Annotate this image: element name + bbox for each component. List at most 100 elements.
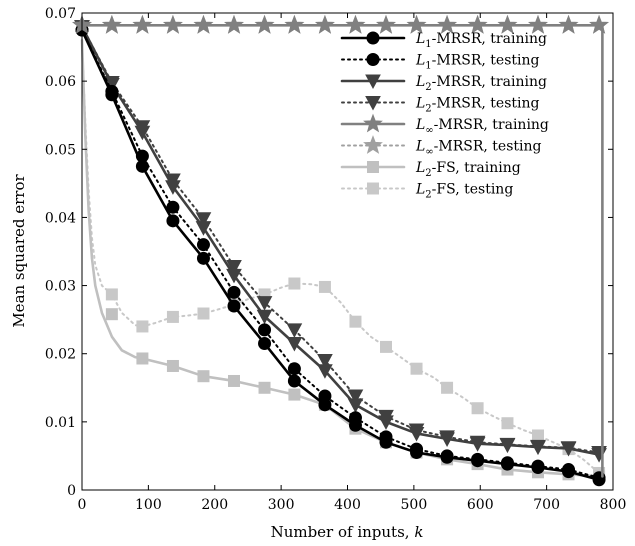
legend-label-rest: -FS, testing <box>432 182 514 198</box>
legend-marker <box>365 96 381 111</box>
x-tick-label: 600 <box>467 497 494 513</box>
legend-label-rest: -MRSR, testing <box>432 53 540 69</box>
data-point <box>258 381 271 394</box>
data-point <box>166 214 180 228</box>
legend-marker <box>366 53 380 66</box>
data-point <box>349 315 362 328</box>
legend-entry: L∞-MRSR, training <box>340 113 549 136</box>
data-point <box>408 426 425 442</box>
data-point <box>136 352 149 365</box>
legend-entry: L2-MRSR, testing <box>341 96 540 115</box>
x-tick-label: 0 <box>78 497 87 513</box>
x-axis-label-text: Number of inputs, <box>271 523 415 541</box>
data-point <box>441 381 454 394</box>
y-tick-label: 0.03 <box>45 279 76 295</box>
series-line <box>80 25 601 456</box>
legend-label-sub: 2 <box>425 82 431 93</box>
data-point <box>284 14 305 34</box>
data-point <box>318 398 332 412</box>
y-tick-label: 0.04 <box>45 210 76 226</box>
legend-label-base: L <box>415 31 425 47</box>
legend-label-sub: 1 <box>425 61 431 72</box>
legend-label-base: L <box>415 160 425 176</box>
data-point <box>197 307 210 320</box>
data-point <box>439 432 455 447</box>
x-axis-label-var: k <box>414 523 423 541</box>
data-point <box>166 310 179 323</box>
series-line <box>81 39 601 474</box>
data-point <box>165 180 181 195</box>
x-tick-label: 300 <box>268 497 295 513</box>
data-point <box>471 454 485 468</box>
data-point <box>406 14 427 34</box>
series-line <box>81 29 601 479</box>
legend-marker <box>366 31 380 45</box>
legend-marker <box>367 182 379 195</box>
legend-marker <box>365 74 381 90</box>
data-point <box>193 14 214 34</box>
data-point <box>258 336 272 350</box>
data-point <box>105 308 118 321</box>
data-point <box>197 370 210 383</box>
legend-label-rest: -MRSR, training <box>432 31 547 47</box>
data-point <box>560 441 577 457</box>
data-point <box>134 125 151 141</box>
data-point <box>562 465 576 479</box>
legend-label: L2-FS, training <box>415 160 521 179</box>
data-point <box>195 212 212 227</box>
data-point <box>378 415 394 430</box>
series-7 <box>81 39 606 479</box>
data-point <box>286 323 303 338</box>
legend-entry: L1-MRSR, testing <box>341 53 540 72</box>
data-point <box>227 285 241 299</box>
legend-label: L1-MRSR, training <box>415 31 547 50</box>
x-tick-label: 200 <box>201 497 228 513</box>
data-point <box>226 259 242 275</box>
legend-marker <box>363 113 383 133</box>
data-point <box>287 362 301 376</box>
data-point <box>410 446 424 460</box>
data-point <box>196 238 210 252</box>
data-point <box>348 418 362 432</box>
data-point <box>132 14 153 34</box>
data-point <box>531 461 545 475</box>
data-point <box>227 299 241 313</box>
x-axis-label: Number of inputs, k <box>271 523 424 541</box>
data-point <box>410 362 423 375</box>
data-point <box>318 280 331 293</box>
legend-label-rest: -FS, training <box>432 160 521 176</box>
x-tick-label: 500 <box>401 497 428 513</box>
data-point <box>376 14 396 34</box>
y-tick-label: 0 <box>67 483 76 499</box>
legend-entry: L2-FS, testing <box>341 182 514 201</box>
data-point <box>589 14 609 34</box>
legend-entry: L1-MRSR, training <box>340 31 547 50</box>
legend-marker <box>367 161 379 173</box>
data-point <box>528 14 548 34</box>
x-tick-label: 100 <box>135 497 162 513</box>
legend-label-sub: 2 <box>425 190 431 201</box>
data-point <box>345 14 366 34</box>
data-point <box>101 14 122 34</box>
legend-label-base: L <box>415 53 425 69</box>
data-point <box>437 14 457 34</box>
data-point <box>163 14 183 34</box>
series-4 <box>72 14 609 478</box>
legend-label: L2-MRSR, testing <box>415 96 540 115</box>
data-point <box>254 14 275 34</box>
legend-entry: L2-MRSR, training <box>340 74 547 93</box>
data-point <box>467 14 488 34</box>
data-point <box>440 450 454 464</box>
data-point <box>315 14 335 34</box>
data-point <box>105 288 118 301</box>
legend-label: L∞-MRSR, training <box>415 117 549 136</box>
legend-label-sub: ∞ <box>425 147 433 158</box>
legend-label-base: L <box>415 117 425 133</box>
series-2 <box>74 20 607 463</box>
y-tick-label: 0.07 <box>45 6 76 22</box>
legend-label: L∞-MRSR, testing <box>415 139 541 158</box>
legend-label-rest: -MRSR, testing <box>434 139 542 155</box>
data-point <box>227 374 240 387</box>
